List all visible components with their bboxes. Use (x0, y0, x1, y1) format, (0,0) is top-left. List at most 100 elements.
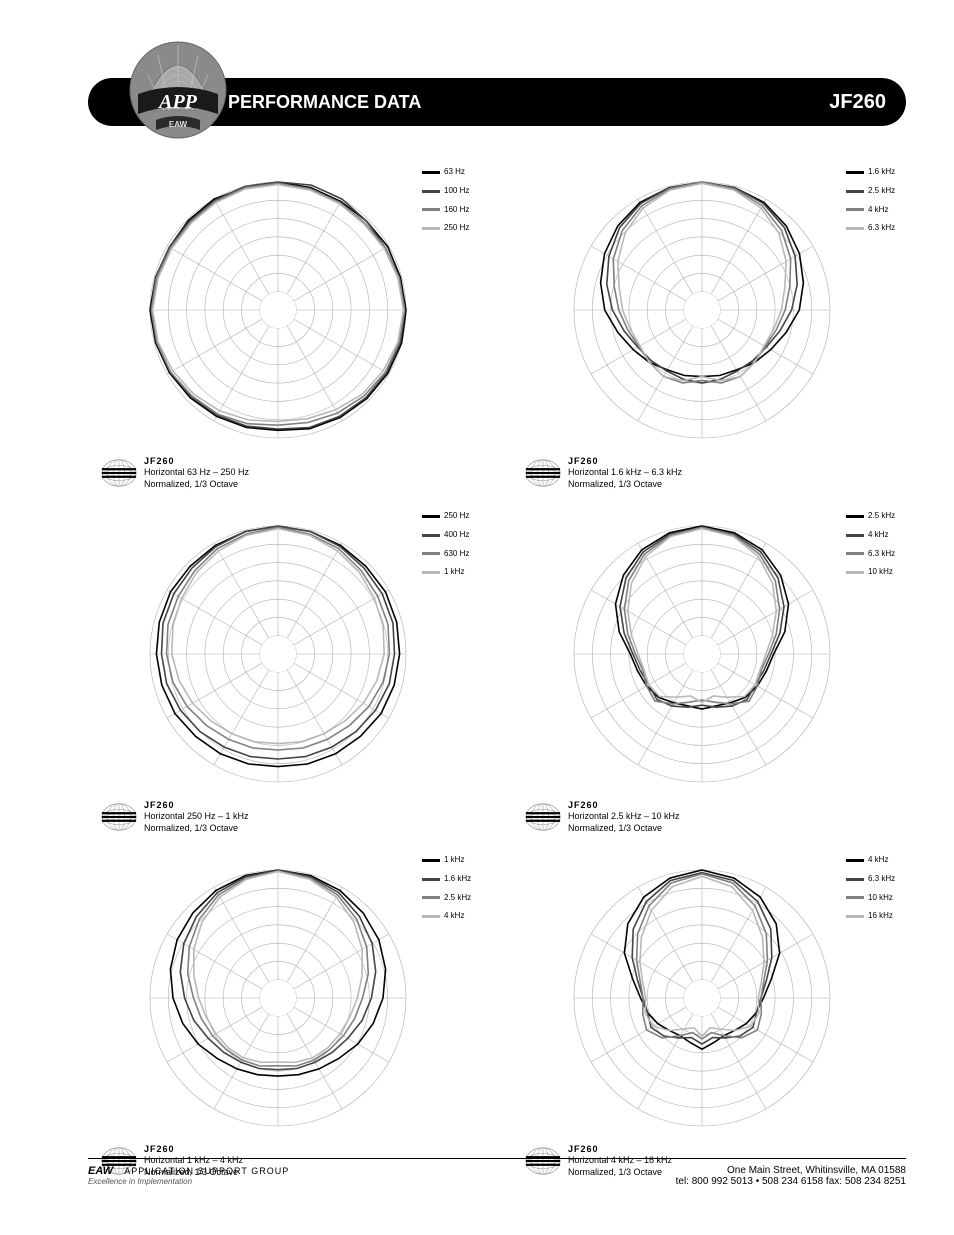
legend-swatch (422, 896, 440, 899)
legend-label: 63 Hz (444, 168, 465, 177)
legend-swatch (422, 552, 440, 555)
footer-right-a: One Main Street, Whitinsville, MA 01588 (676, 1165, 906, 1176)
legend-swatch (846, 859, 864, 862)
chart-footer: JF260 Horizontal 250 Hz – 1 kHz Normaliz… (100, 798, 249, 836)
legend-item: 400 Hz (422, 531, 482, 540)
legend-swatch (846, 571, 864, 574)
legend-swatch (422, 171, 440, 174)
legend-item: 16 kHz (846, 912, 906, 921)
chart-legend: 1 kHz 1.6 kHz 2.5 kHz 4 kHz (422, 856, 482, 931)
legend-item: 10 kHz (846, 568, 906, 577)
legend-label: 4 kHz (444, 912, 464, 921)
chart-desc-label: Horizontal 250 Hz – 1 kHz (144, 811, 249, 822)
chart-desc-label: Horizontal 63 Hz – 250 Hz (144, 467, 249, 478)
chart-footer: JF260 Horizontal 63 Hz – 250 Hz Normaliz… (100, 454, 249, 492)
legend-label: 2.5 kHz (868, 512, 895, 521)
chart-legend: 2.5 kHz 4 kHz 6.3 kHz 10 kHz (846, 512, 906, 587)
legend-label: 1.6 kHz (444, 875, 471, 884)
chart-desc-label: Horizontal 2.5 kHz – 10 kHz (568, 811, 680, 822)
legend-label: 400 Hz (444, 531, 469, 540)
logo-bottom-label: EAW (169, 120, 188, 129)
legend-item: 250 Hz (422, 224, 482, 233)
chart-model-label: JF260 (568, 1144, 672, 1155)
legend-item: 100 Hz (422, 187, 482, 196)
legend-item: 1.6 kHz (846, 168, 906, 177)
legend-swatch (846, 515, 864, 518)
legend-swatch (422, 208, 440, 211)
legend-item: 2.5 kHz (422, 894, 482, 903)
legend-swatch (422, 859, 440, 862)
legend-label: 100 Hz (444, 187, 469, 196)
legend-item: 4 kHz (846, 856, 906, 865)
chart-desc-label: Horizontal 1.6 kHz – 6.3 kHz (568, 467, 682, 478)
legend-item: 10 kHz (846, 894, 906, 903)
legend-item: 2.5 kHz (846, 512, 906, 521)
globe-icon (100, 454, 138, 492)
legend-label: 1.6 kHz (868, 168, 895, 177)
legend-item: 4 kHz (422, 912, 482, 921)
legend-label: 6.3 kHz (868, 550, 895, 559)
polar-chart-1: 1.6 kHz 2.5 kHz 4 kHz 6.3 kHz JF260 Hori… (512, 160, 906, 500)
legend-label: 250 Hz (444, 512, 469, 521)
legend-item: 2.5 kHz (846, 187, 906, 196)
legend-item: 4 kHz (846, 206, 906, 215)
legend-label: 4 kHz (868, 206, 888, 215)
legend-item: 160 Hz (422, 206, 482, 215)
legend-swatch (846, 915, 864, 918)
chart-model-label: JF260 (568, 456, 682, 467)
polar-chart-5: 4 kHz 6.3 kHz 10 kHz 16 kHz JF260 Horizo… (512, 848, 906, 1188)
legend-item: 6.3 kHz (846, 224, 906, 233)
legend-swatch (422, 227, 440, 230)
charts-grid: 63 Hz 100 Hz 160 Hz 250 Hz JF260 Horizon… (88, 160, 906, 1188)
legend-swatch (846, 534, 864, 537)
polar-chart-0: 63 Hz 100 Hz 160 Hz 250 Hz JF260 Horizon… (88, 160, 482, 500)
legend-swatch (422, 534, 440, 537)
legend-swatch (846, 227, 864, 230)
globe-icon (524, 454, 562, 492)
polar-chart-4: 1 kHz 1.6 kHz 2.5 kHz 4 kHz JF260 Horizo… (88, 848, 482, 1188)
chart-legend: 63 Hz 100 Hz 160 Hz 250 Hz (422, 168, 482, 243)
chart-model-label: JF260 (144, 1144, 243, 1155)
legend-item: 250 Hz (422, 512, 482, 521)
chart-norm-label: Normalized, 1/3 Octave (144, 479, 249, 490)
legend-swatch (422, 190, 440, 193)
polar-chart-3: 2.5 kHz 4 kHz 6.3 kHz 10 kHz JF260 Horiz… (512, 504, 906, 844)
legend-item: 6.3 kHz (846, 550, 906, 559)
legend-label: 6.3 kHz (868, 875, 895, 884)
chart-model-label: JF260 (144, 456, 249, 467)
page-footer: EAW APPLICATION SUPPORT GROUP Excellence… (88, 1158, 906, 1187)
globe-icon (100, 798, 138, 836)
legend-label: 2.5 kHz (868, 187, 895, 196)
legend-swatch (422, 878, 440, 881)
legend-item: 1.6 kHz (422, 875, 482, 884)
legend-label: 10 kHz (868, 568, 893, 577)
legend-swatch (846, 208, 864, 211)
legend-label: 16 kHz (868, 912, 893, 921)
legend-label: 4 kHz (868, 856, 888, 865)
polar-chart-2: 250 Hz 400 Hz 630 Hz 1 kHz JF260 Horizon… (88, 504, 482, 844)
legend-swatch (846, 190, 864, 193)
legend-label: 630 Hz (444, 550, 469, 559)
legend-label: 1 kHz (444, 856, 464, 865)
footer-brand-b: APPLICATION SUPPORT GROUP (124, 1166, 289, 1176)
legend-swatch (846, 896, 864, 899)
app-logo: APP EAW (128, 40, 228, 140)
logo-top-label: APP (157, 91, 198, 113)
legend-swatch (422, 571, 440, 574)
chart-footer: JF260 Horizontal 2.5 kHz – 10 kHz Normal… (524, 798, 680, 836)
header-model: JF260 (829, 91, 886, 114)
chart-legend: 250 Hz 400 Hz 630 Hz 1 kHz (422, 512, 482, 587)
footer-right-b: tel: 800 992 5013 • 508 234 6158 fax: 50… (676, 1176, 906, 1187)
legend-label: 160 Hz (444, 206, 469, 215)
chart-legend: 4 kHz 6.3 kHz 10 kHz 16 kHz (846, 856, 906, 931)
legend-item: 6.3 kHz (846, 875, 906, 884)
chart-norm-label: Normalized, 1/3 Octave (568, 479, 682, 490)
legend-swatch (846, 171, 864, 174)
legend-item: 630 Hz (422, 550, 482, 559)
legend-item: 1 kHz (422, 856, 482, 865)
legend-item: 63 Hz (422, 168, 482, 177)
legend-item: 4 kHz (846, 531, 906, 540)
chart-model-label: JF260 (144, 800, 249, 811)
footer-subline: Excellence in Implementation (88, 1177, 289, 1186)
globe-icon (524, 798, 562, 836)
